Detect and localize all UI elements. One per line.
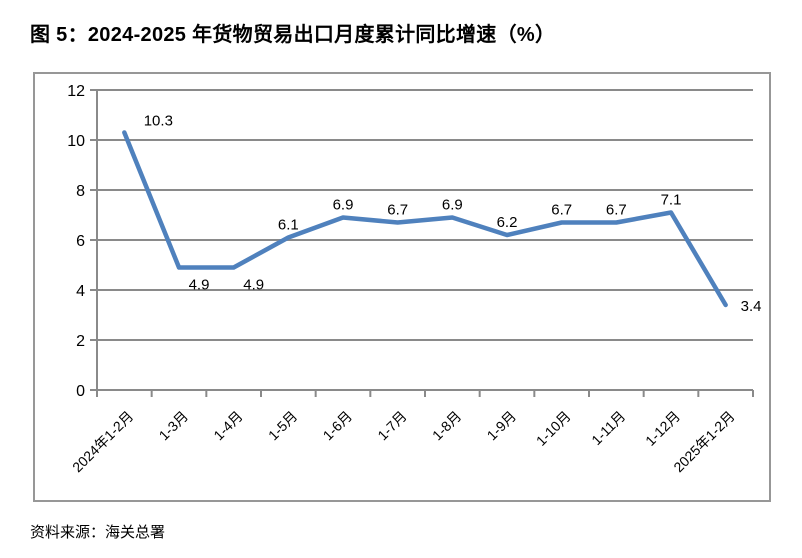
data-label: 6.1 [278,217,299,234]
data-label: 6.7 [387,202,408,219]
data-label: 10.3 [144,113,173,130]
data-label: 6.7 [606,202,627,219]
data-label: 6.2 [497,214,518,231]
data-label: 6.7 [551,202,572,219]
x-tick-label: 1-6月 [320,408,356,444]
y-tick-label: 2 [76,333,85,350]
y-tick-label: 0 [76,383,85,400]
data-label: 4.9 [243,277,264,294]
y-tick-label: 12 [67,83,85,100]
y-tick-label: 6 [76,233,85,250]
y-tick-label: 4 [76,283,85,300]
x-tick-label: 1-3月 [156,408,192,444]
x-tick-label: 1-8月 [429,408,465,444]
chart-frame: 0 2 4 6 8 10 12 2024年1-2月 1-3月 1-4月 1-5月 1-6月 1-7月 1-… [33,72,771,502]
x-tick-label: 1-12月 [642,408,683,449]
y-tick-label: 10 [67,133,85,150]
x-tick-label: 1-9月 [484,408,520,444]
x-tick-label: 1-11月 [588,408,628,448]
x-tick-label: 1-7月 [374,408,410,444]
data-label: 3.4 [741,298,762,315]
chart-canvas: 0 2 4 6 8 10 12 2024年1-2月 1-3月 1-4月 1-5月 1-6月 1-7月 1-… [67,83,762,475]
x-tick-label: 1-10月 [533,408,574,449]
chart-title: 图 5：2024-2025 年货物贸易出口月度累计同比增速（%） [30,24,556,46]
y-tick-label: 8 [76,183,85,200]
data-label: 6.9 [442,197,463,214]
series-line [122,130,728,308]
x-tick-label: 1-5月 [265,408,301,444]
x-tick-label: 1-4月 [210,408,246,444]
data-label: 7.1 [661,192,682,209]
x-tick-label: 2024年1-2月 [69,408,136,475]
data-label: 6.9 [333,197,354,214]
source-note: 资料来源：海关总署 [30,524,166,541]
data-label: 4.9 [189,277,210,294]
